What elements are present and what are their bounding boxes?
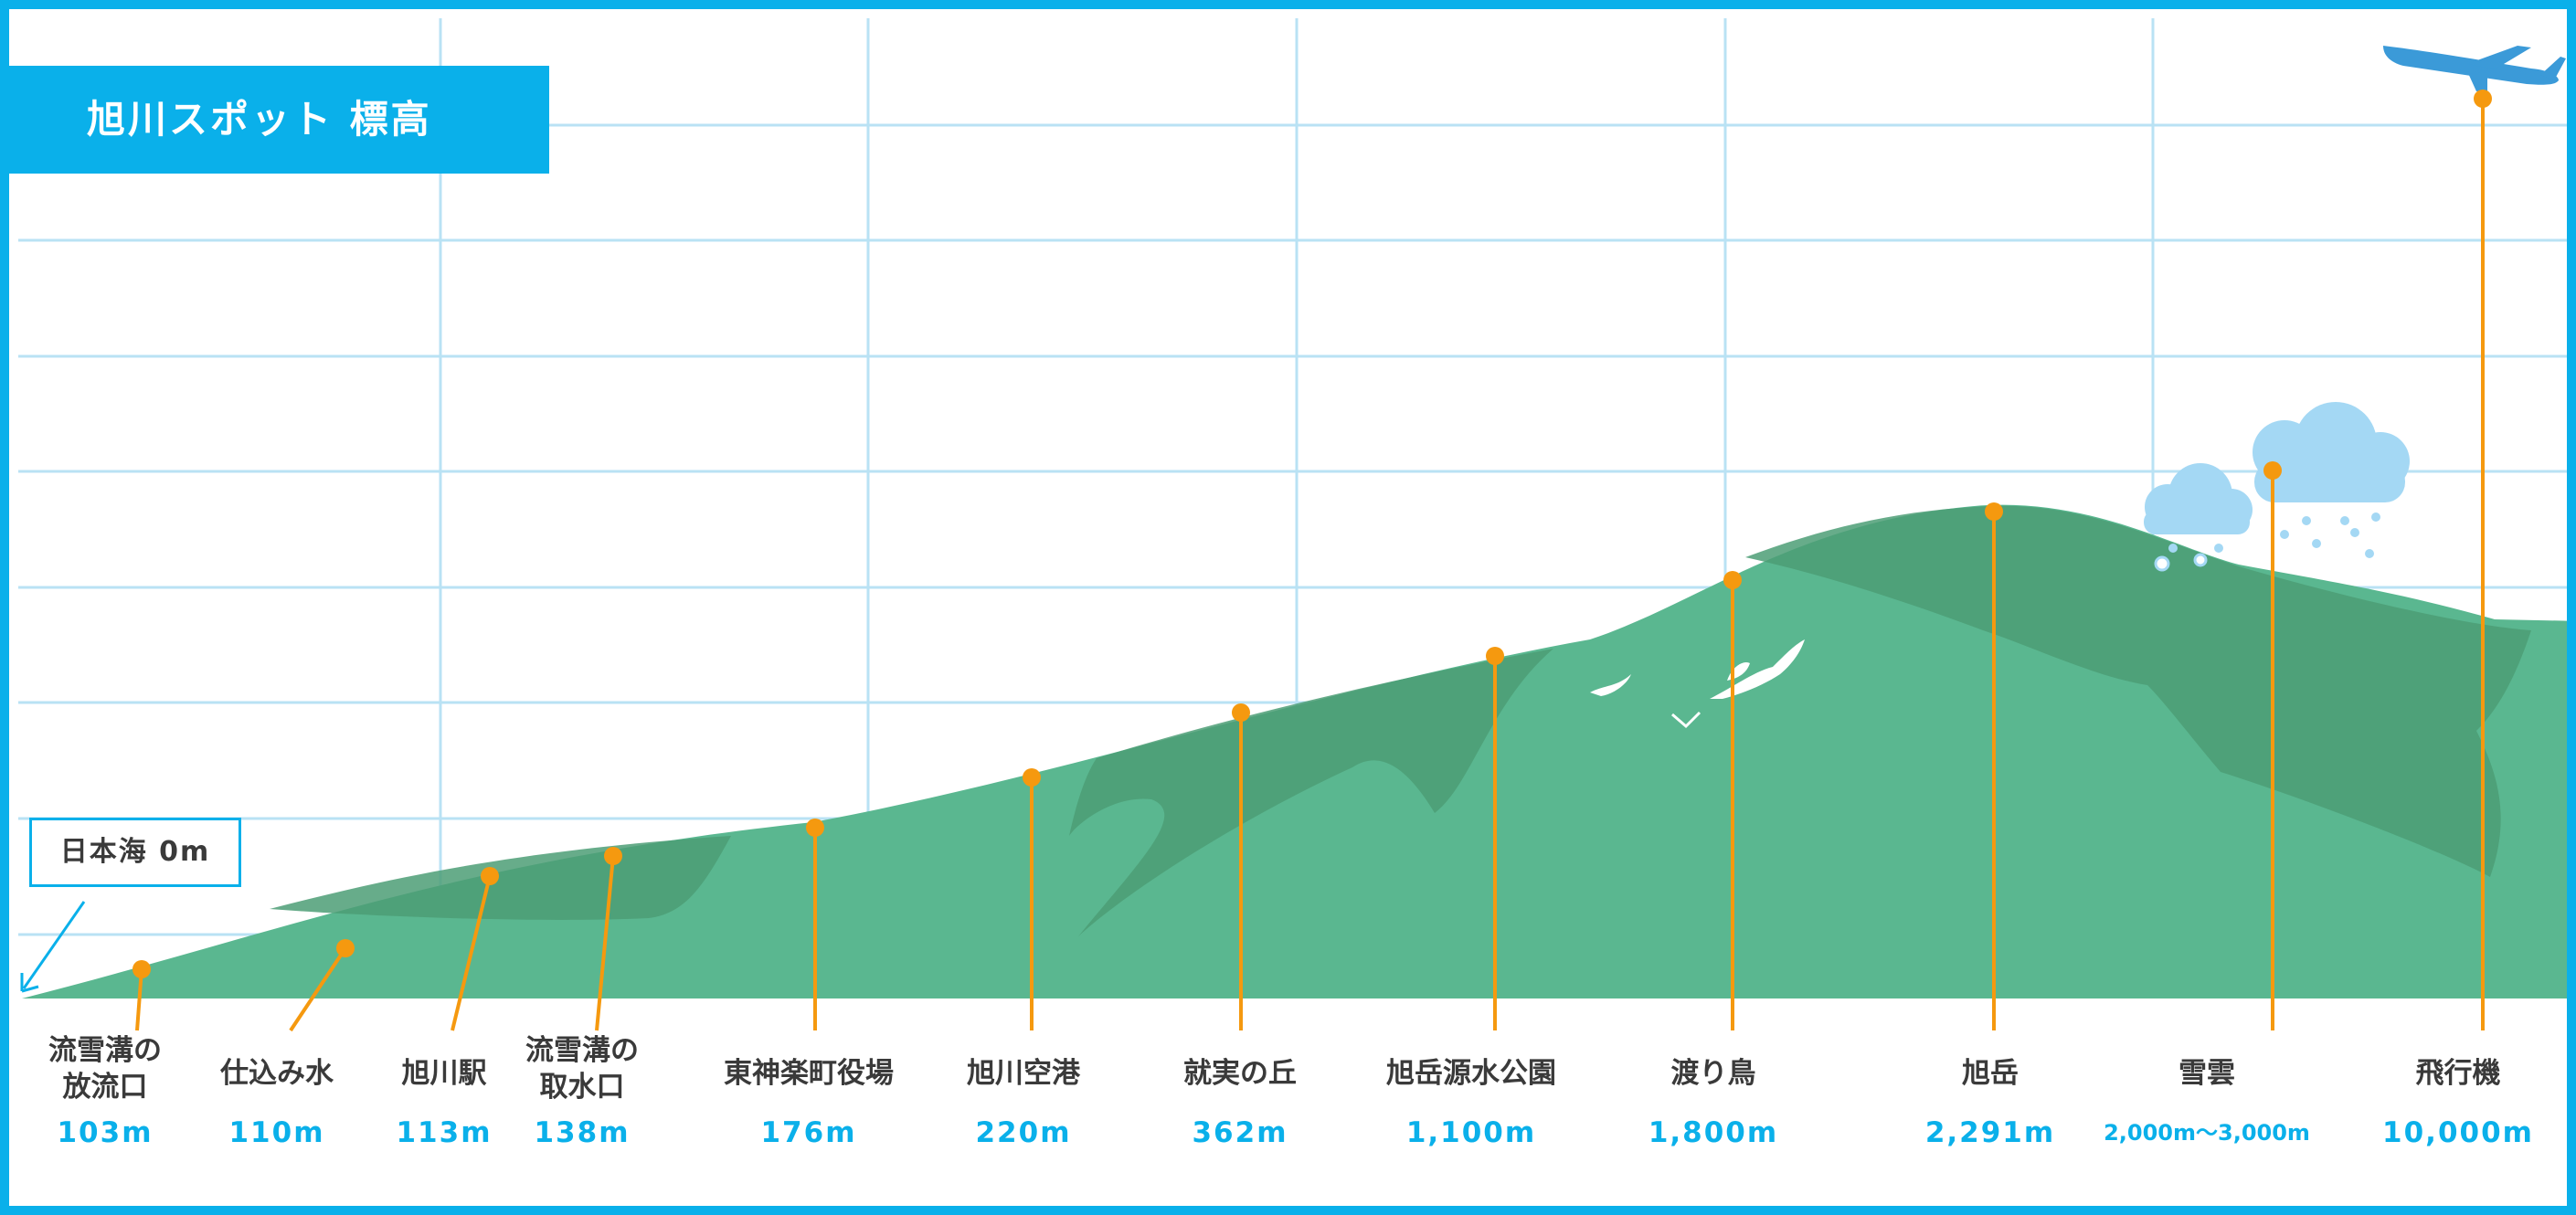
marker-line (451, 875, 492, 1031)
spot-name: 旭岳源水公園 (1386, 1057, 1556, 1090)
spot-elevation: 1,100m (1405, 1116, 1537, 1149)
spot-elevation: 362m (1192, 1116, 1288, 1149)
marker-dot (2474, 90, 2492, 108)
snow-cloud-icon (2144, 463, 2253, 572)
spot-name: 旭岳 (1962, 1057, 2019, 1090)
mountain-shadow (1745, 505, 2531, 877)
spot-elevation: 220m (975, 1116, 1072, 1149)
marker-dot (1985, 502, 2003, 521)
marker-dot (2263, 461, 2282, 480)
spot-name: 就実の丘 (1183, 1057, 1297, 1090)
cloud-icon (2253, 402, 2410, 558)
marker-dot (604, 847, 622, 865)
spot-name: 東神楽町役場 (724, 1057, 894, 1090)
marker-dot (1232, 703, 1250, 722)
spot-elevation: 2,291m (1924, 1116, 2056, 1149)
spot-name: 流雪溝の 取水口 (525, 1034, 639, 1104)
spot-elevation: 113m (396, 1116, 493, 1149)
elevation-markers (133, 90, 2492, 1032)
spot-name: 旭川空港 (967, 1057, 1080, 1090)
marker-dot (806, 819, 824, 837)
spot-name: 流雪溝の 放流口 (48, 1034, 162, 1104)
marker-dot (481, 867, 499, 885)
mountain-shadow (270, 836, 731, 920)
mountain-shadow (1069, 649, 1553, 936)
marker-dot (1723, 571, 1742, 589)
sea-level-label: 日本海 0m (29, 818, 241, 887)
spot-elevation: 1,800m (1648, 1116, 1779, 1149)
bird-icon (1590, 674, 1631, 696)
marker-dot (1486, 647, 1504, 665)
sea-level-pointer (20, 901, 86, 993)
spot-name: 仕込み水 (220, 1057, 334, 1090)
spot-elevation: 2,000m〜3,000m (2104, 1120, 2310, 1146)
airplane-icon (2383, 46, 2566, 91)
spot-elevation: 103m (57, 1116, 154, 1149)
spot-name: 旭川駅 (401, 1057, 487, 1090)
spot-name: 渡り鳥 (1670, 1057, 1756, 1090)
page-title: 旭川スポット 標高 (9, 66, 549, 174)
spot-name: 飛行機 (2415, 1057, 2501, 1090)
marker-dot (133, 960, 151, 978)
spot-elevation: 176m (760, 1116, 857, 1149)
spot-elevation: 10,000m (2382, 1116, 2534, 1149)
marker-line (595, 855, 615, 1031)
marker-line (289, 946, 347, 1032)
spot-elevation: 110m (228, 1116, 325, 1149)
spot-elevation: 138m (534, 1116, 631, 1149)
bird-icon (1671, 711, 1701, 729)
marker-line (135, 968, 143, 1031)
spot-name: 雪雲 (2178, 1057, 2235, 1090)
marker-dot (1023, 768, 1041, 787)
marker-dot (336, 939, 355, 957)
elevation-scene (18, 18, 2567, 1032)
